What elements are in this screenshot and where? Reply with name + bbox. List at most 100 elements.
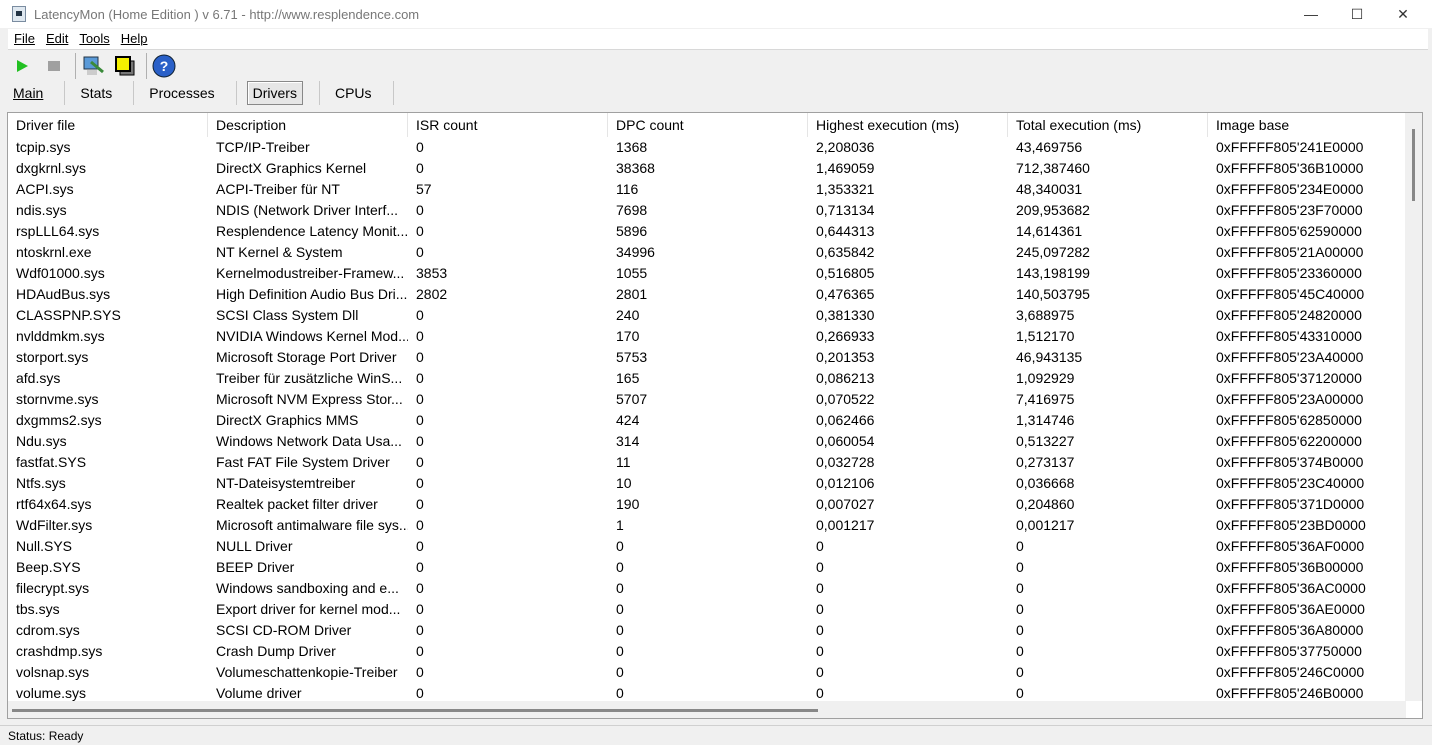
table-row[interactable]: WdFilter.sys Microsoft antimalware file s… — [8, 515, 1408, 536]
table-row[interactable]: filecrypt.sys Windows sandboxing and e...… — [8, 578, 1408, 599]
cell-isr-count: 0 — [416, 454, 424, 470]
cell-dpc-count: 5896 — [616, 223, 648, 239]
table-row[interactable]: dxgmms2.sys DirectX Graphics MMS 0 424 0,062… — [8, 410, 1408, 431]
tab-drivers[interactable]: Drivers — [246, 81, 303, 105]
cell-driver-file: Wdf01000.sys — [16, 265, 105, 281]
cell-total-execution: 7,416975 — [1016, 391, 1075, 407]
cell-description: SCSI Class System Dll — [216, 307, 359, 323]
horizontal-scrollbar[interactable] — [8, 701, 1406, 718]
menu-edit[interactable]: Edit — [45, 31, 69, 46]
cell-total-execution: 43,469756 — [1016, 139, 1083, 155]
cell-isr-count: 0 — [416, 202, 424, 218]
cell-dpc-count: 5753 — [616, 349, 648, 365]
help-icon[interactable]: ? — [150, 52, 178, 80]
tab-processes[interactable]: Processes — [149, 85, 215, 101]
cell-description: ACPI-Treiber für NT — [216, 181, 340, 197]
table-row[interactable]: volume.sys Volume driver 0 0 0 0 0xFFFFF805'24… — [8, 683, 1408, 704]
table-row[interactable]: rtf64x64.sys Realtek packet filter driver… — [8, 494, 1408, 515]
cell-image-base: 0xFFFFF805'371D0000 — [1216, 496, 1365, 512]
menu-bar: File Edit Tools Help — [8, 29, 1428, 49]
column-header-isr-count[interactable]: ISR count — [408, 113, 608, 137]
table-row[interactable]: rspLLL64.sys Resplendence Latency Monit..… — [8, 221, 1408, 242]
cell-highest-execution: 0,201353 — [816, 349, 875, 365]
menu-tools[interactable]: Tools — [79, 31, 110, 46]
column-header-total-execution[interactable]: Total execution (ms) — [1008, 113, 1208, 137]
table-row[interactable]: storport.sys Microsoft Storage Port Drive… — [8, 347, 1408, 368]
table-row[interactable]: Wdf01000.sys Kernelmodustreiber-Framew...… — [8, 263, 1408, 284]
cell-dpc-count: 0 — [616, 580, 624, 596]
menu-file[interactable]: File — [14, 31, 35, 46]
minimize-button[interactable]: — — [1304, 6, 1318, 22]
tab-stats[interactable]: Stats — [80, 85, 113, 101]
vertical-scrollbar[interactable] — [1405, 113, 1422, 701]
cell-total-execution: 712,387460 — [1016, 160, 1090, 176]
column-header-driver-file[interactable]: Driver file — [8, 113, 208, 137]
cell-total-execution: 140,503795 — [1016, 286, 1090, 302]
play-icon[interactable] — [8, 52, 36, 80]
cell-total-execution: 48,340031 — [1016, 181, 1083, 197]
cell-isr-count: 0 — [416, 538, 424, 554]
tab-separator — [133, 81, 135, 105]
cell-highest-execution: 0,266933 — [816, 328, 875, 344]
cell-description: NVIDIA Windows Kernel Mod... — [216, 328, 408, 344]
table-row[interactable]: crashdmp.sys Crash Dump Driver 0 0 0 0 0xFFFFF… — [8, 641, 1408, 662]
table-row[interactable]: stornvme.sys Microsoft NVM Express Stor..… — [8, 389, 1408, 410]
cell-highest-execution: 0 — [816, 685, 824, 701]
table-row[interactable]: CLASSPNP.SYS SCSI Class System Dll 0 240 0,3… — [8, 305, 1408, 326]
table-row[interactable]: Ntfs.sys NT-Dateisystemtreiber 0 10 0,012106… — [8, 473, 1408, 494]
table-row[interactable]: Ndu.sys Windows Network Data Usa... 0 314 0,… — [8, 431, 1408, 452]
cell-dpc-count: 0 — [616, 538, 624, 554]
stop-icon[interactable] — [40, 52, 68, 80]
maximize-button[interactable]: ☐ — [1350, 5, 1364, 22]
cell-total-execution: 0,204860 — [1016, 496, 1075, 512]
cell-driver-file: tbs.sys — [16, 601, 60, 617]
column-header-highest-execution[interactable]: Highest execution (ms) — [808, 113, 1008, 137]
menu-help[interactable]: Help — [120, 31, 148, 46]
table-row[interactable]: nvlddmkm.sys NVIDIA Windows Kernel Mod...… — [8, 326, 1408, 347]
table-row[interactable]: tbs.sys Export driver for kernel mod... 0 0… — [8, 599, 1408, 620]
table-row[interactable]: HDAudBus.sys High Definition Audio Bus Dr… — [8, 284, 1408, 305]
table-row[interactable]: volsnap.sys Volumeschattenkopie-Treiber 0 0… — [8, 662, 1408, 683]
table-row[interactable]: ACPI.sys ACPI-Treiber für NT 57 116 1,353321… — [8, 179, 1408, 200]
cell-highest-execution: 0,062466 — [816, 412, 875, 428]
tab-separator — [318, 81, 320, 105]
tab-cpus[interactable]: CPUs — [334, 85, 372, 101]
table-row[interactable]: dxgkrnl.sys DirectX Graphics Kernel 0 38368… — [8, 158, 1408, 179]
cell-total-execution: 143,198199 — [1016, 265, 1090, 281]
tab-main[interactable]: Main — [13, 85, 44, 101]
horizontal-scroll-thumb[interactable] — [12, 709, 818, 712]
cell-driver-file: stornvme.sys — [16, 391, 99, 407]
cell-driver-file: cdrom.sys — [16, 622, 80, 638]
cell-driver-file: Null.SYS — [16, 538, 73, 554]
windows-icon[interactable] — [111, 52, 139, 80]
cell-image-base: 0xFFFFF805'36B00000 — [1216, 559, 1364, 575]
table-row[interactable]: ndis.sys NDIS (Network Driver Interf... 0 7… — [8, 200, 1408, 221]
close-button[interactable]: ✕ — [1397, 5, 1409, 22]
cell-isr-count: 0 — [416, 685, 424, 701]
table-row[interactable]: ntoskrnl.exe NT Kernel & System 0 34996 0,63… — [8, 242, 1408, 263]
tab-separator — [64, 81, 66, 105]
cell-highest-execution: 0 — [816, 559, 824, 575]
table-row[interactable]: cdrom.sys SCSI CD-ROM Driver 0 0 0 0 0xFFFFF80… — [8, 620, 1408, 641]
cell-dpc-count: 314 — [616, 433, 640, 449]
cell-description: High Definition Audio Bus Dri... — [216, 286, 408, 302]
cell-total-execution: 0,273137 — [1016, 454, 1075, 470]
report-icon[interactable] — [79, 52, 107, 80]
table-row[interactable]: Beep.SYS BEEP Driver 0 0 0 0 0xFFFFF805'36B000… — [8, 557, 1408, 578]
table-row[interactable]: afd.sys Treiber für zusätzliche WinS... 0 1… — [8, 368, 1408, 389]
cell-description: Export driver for kernel mod... — [216, 601, 401, 617]
cell-description: Microsoft antimalware file sys... — [216, 517, 408, 533]
vertical-scroll-thumb[interactable] — [1412, 129, 1415, 201]
table-row[interactable]: Null.SYS NULL Driver 0 0 0 0 0xFFFFF805'36AF00… — [8, 536, 1408, 557]
cell-isr-count: 0 — [416, 412, 424, 428]
cell-description: Fast FAT File System Driver — [216, 454, 390, 470]
column-header-image-base[interactable]: Image base — [1208, 113, 1408, 137]
table-row[interactable]: fastfat.SYS Fast FAT File System Driver 0 1… — [8, 452, 1408, 473]
table-row[interactable]: tcpip.sys TCP/IP-Treiber 0 1368 2,208036 43,4… — [8, 137, 1408, 158]
cell-highest-execution: 0,070522 — [816, 391, 875, 407]
column-header-dpc-count[interactable]: DPC count — [608, 113, 808, 137]
column-header-description[interactable]: Description — [208, 113, 408, 137]
title-bar: LatencyMon (Home Edition ) v 6.71 - http… — [0, 0, 1432, 28]
tab-separator — [392, 81, 394, 105]
cell-description: Microsoft NVM Express Stor... — [216, 391, 403, 407]
